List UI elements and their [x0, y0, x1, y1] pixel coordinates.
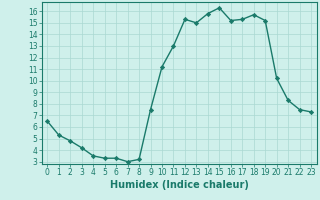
X-axis label: Humidex (Indice chaleur): Humidex (Indice chaleur) [110, 180, 249, 190]
